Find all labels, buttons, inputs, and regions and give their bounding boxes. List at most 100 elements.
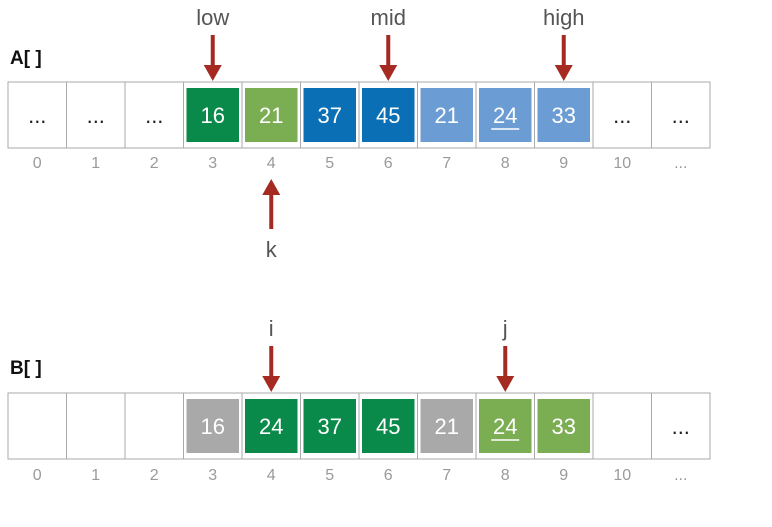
cell-fill	[303, 399, 356, 453]
index-label: 5	[325, 467, 334, 484]
cell-fill	[186, 88, 239, 142]
array-label: B[ ]	[10, 358, 42, 379]
pointer-mid: mid	[371, 5, 406, 81]
cell-value: 33	[552, 103, 576, 128]
index-label: 0	[33, 155, 42, 172]
cell-fill	[362, 399, 415, 453]
index-label: 2	[150, 467, 159, 484]
array-cell: 45	[358, 82, 415, 148]
index-label: 8	[501, 467, 510, 484]
cell-fill	[537, 399, 590, 453]
array-cell: 24	[475, 82, 532, 148]
cell-value: 16	[201, 414, 225, 439]
cell-value: 33	[552, 414, 576, 439]
index-label: 9	[559, 467, 568, 484]
pointer-label: j	[502, 316, 508, 341]
index-label: 9	[559, 155, 568, 172]
arrow-down-icon	[554, 35, 573, 81]
cell-value: 24	[259, 414, 283, 439]
pointer-label: high	[543, 5, 585, 30]
index-label: 10	[613, 467, 631, 484]
cell-value: ...	[28, 103, 46, 128]
cell-value: 24	[493, 414, 517, 439]
index-label: 7	[442, 155, 451, 172]
cell-fill	[245, 399, 298, 453]
cell-value: 24	[493, 103, 517, 128]
pointer-label: k	[266, 237, 278, 262]
index-label: 4	[267, 155, 276, 172]
arrow-up-icon	[262, 179, 281, 229]
cell-value: 45	[376, 414, 400, 439]
index-label: 3	[208, 155, 217, 172]
index-label: 6	[384, 467, 393, 484]
index-label: 6	[384, 155, 393, 172]
cell-value: 37	[318, 103, 342, 128]
cell-fill	[420, 88, 473, 142]
cell-fill	[479, 88, 532, 142]
index-label: 5	[325, 155, 334, 172]
cell-value: ...	[672, 414, 690, 439]
cell-value: ...	[87, 103, 105, 128]
index-label: ...	[674, 155, 687, 172]
array-cell: ...	[651, 393, 690, 459]
cell-fill	[420, 399, 473, 453]
pointer-low: low	[196, 5, 229, 81]
arrow-down-icon	[262, 346, 281, 392]
array-cell: 45	[358, 393, 415, 459]
cell-value: ...	[672, 103, 690, 128]
index-label: 1	[91, 155, 100, 172]
cell-fill	[479, 399, 532, 453]
cell-value: ...	[613, 103, 631, 128]
array-cell: 16	[183, 82, 239, 148]
cell-value: 21	[435, 414, 459, 439]
array-cell: 37	[300, 393, 356, 459]
array-1: B[ ] 0 1 2 16 3 24 4 37 5 45 6 21 7 24 8 33 9 10...... i j	[7, 316, 711, 484]
cell-fill	[245, 88, 298, 142]
cell-value: ...	[145, 103, 163, 128]
array-cell: 33	[534, 393, 590, 459]
cell-value: 21	[435, 103, 459, 128]
cell-value: 21	[259, 103, 283, 128]
array-cell: ...	[592, 82, 631, 148]
array-cell: 37	[300, 82, 356, 148]
pointer-label: i	[269, 316, 274, 341]
pointer-k: k	[262, 179, 281, 262]
cell-value: 45	[376, 103, 400, 128]
index-label: 8	[501, 155, 510, 172]
array-cell: ...	[66, 82, 105, 148]
arrow-down-icon	[496, 346, 515, 392]
array-cell: 21	[417, 393, 473, 459]
array-0: A[ ]... 0... 1... 2 16 3 21 4 37 5 45 6 21 7 24 8 33 9...…	[7, 5, 711, 262]
array-cell: ...	[28, 103, 46, 128]
array-label: A[ ]	[10, 48, 42, 69]
index-label: ...	[674, 467, 687, 484]
index-label: 3	[208, 467, 217, 484]
array-cell: 16	[183, 393, 239, 459]
index-label: 4	[267, 467, 276, 484]
pointer-label: low	[196, 5, 229, 30]
array-cell: ...	[651, 82, 690, 148]
index-label: 1	[91, 467, 100, 484]
cell-value: 37	[318, 414, 342, 439]
array-cell: 24	[241, 393, 298, 459]
index-label: 0	[33, 467, 42, 484]
index-label: 7	[442, 467, 451, 484]
array-cell: 24	[475, 393, 532, 459]
pointer-label: mid	[371, 5, 406, 30]
array-cell: 33	[534, 82, 590, 148]
array-cell: 21	[417, 82, 473, 148]
cell-fill	[186, 399, 239, 453]
index-label: 10	[613, 155, 631, 172]
pointer-j: j	[496, 316, 515, 392]
cell-fill	[362, 88, 415, 142]
arrow-down-icon	[203, 35, 222, 81]
cell-value: 16	[201, 103, 225, 128]
pointer-i: i	[262, 316, 281, 392]
pointer-high: high	[543, 5, 585, 81]
array-cell: 21	[241, 82, 298, 148]
cell-fill	[303, 88, 356, 142]
array-cell: ...	[124, 82, 163, 148]
arrow-down-icon	[379, 35, 398, 81]
